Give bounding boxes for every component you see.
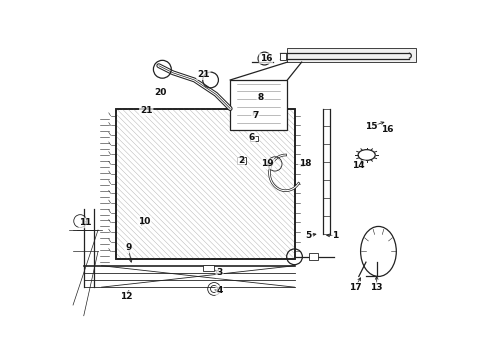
Text: 16: 16 — [380, 126, 393, 135]
Text: 13: 13 — [370, 283, 382, 292]
Text: 20: 20 — [154, 88, 166, 97]
Text: 10: 10 — [138, 217, 150, 226]
Text: 17: 17 — [348, 283, 361, 292]
Text: 14: 14 — [352, 161, 365, 170]
Text: 18: 18 — [298, 159, 311, 168]
Text: 3: 3 — [216, 268, 222, 277]
Bar — [280, 53, 285, 60]
Text: 11: 11 — [79, 219, 92, 228]
Bar — [230, 80, 287, 130]
Text: 21: 21 — [197, 70, 209, 79]
Bar — [203, 265, 214, 271]
Bar — [116, 109, 294, 258]
Bar — [237, 157, 246, 164]
Text: 2: 2 — [237, 156, 244, 165]
Text: 21: 21 — [140, 106, 152, 115]
Text: 6: 6 — [248, 132, 254, 141]
Bar — [249, 136, 257, 141]
Bar — [287, 48, 415, 62]
Text: 9: 9 — [125, 243, 131, 252]
Text: 19: 19 — [261, 159, 273, 168]
Text: 15: 15 — [365, 122, 377, 131]
Bar — [308, 253, 317, 260]
Ellipse shape — [360, 226, 395, 276]
Ellipse shape — [357, 150, 374, 160]
Text: 1: 1 — [332, 231, 338, 240]
Text: 16: 16 — [259, 54, 272, 63]
Text: 4: 4 — [216, 286, 222, 295]
Bar — [116, 109, 294, 258]
Text: 5: 5 — [305, 231, 311, 240]
Text: 7: 7 — [251, 111, 258, 120]
Text: 12: 12 — [120, 292, 133, 301]
Text: 8: 8 — [257, 93, 263, 102]
